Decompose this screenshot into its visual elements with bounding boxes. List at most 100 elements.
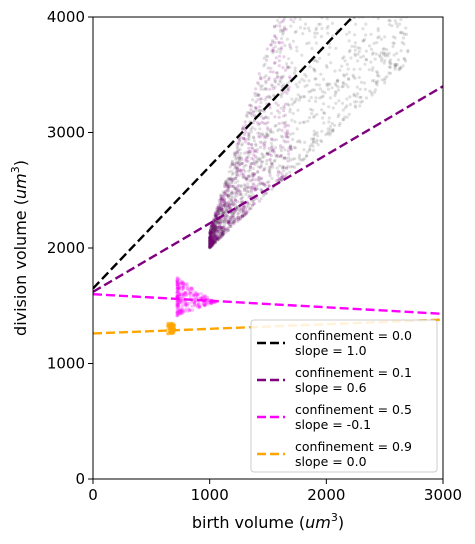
data-point xyxy=(334,46,338,51)
data-point xyxy=(210,237,214,241)
data-point xyxy=(222,228,226,232)
data-point xyxy=(222,200,227,204)
data-point xyxy=(209,230,213,234)
data-point xyxy=(311,88,315,92)
data-point xyxy=(208,237,212,241)
data-point xyxy=(212,238,216,242)
data-point xyxy=(208,234,212,238)
data-point xyxy=(276,103,280,107)
data-point xyxy=(321,94,325,98)
data-point xyxy=(398,65,402,69)
data-point xyxy=(225,183,229,188)
data-point xyxy=(266,128,270,132)
data-point xyxy=(215,234,219,238)
data-point xyxy=(205,295,210,300)
data-point xyxy=(340,12,343,15)
data-point xyxy=(285,172,289,176)
data-point xyxy=(363,87,367,91)
data-point xyxy=(175,292,179,296)
data-point xyxy=(263,144,267,148)
data-point xyxy=(280,178,284,182)
data-point xyxy=(382,61,386,65)
data-point xyxy=(286,131,290,135)
data-point xyxy=(244,177,248,181)
data-point xyxy=(212,220,216,224)
data-point xyxy=(226,200,230,204)
data-point xyxy=(326,87,331,91)
data-point xyxy=(175,295,179,299)
data-point xyxy=(400,0,403,2)
data-point xyxy=(216,234,220,238)
data-point xyxy=(263,135,267,139)
data-point xyxy=(389,58,393,62)
data-point xyxy=(183,309,187,313)
data-point xyxy=(227,184,231,188)
data-point xyxy=(397,22,402,26)
data-point xyxy=(209,237,214,241)
data-point xyxy=(195,294,199,298)
data-point xyxy=(400,40,404,45)
data-point xyxy=(214,214,219,218)
data-point xyxy=(228,206,232,210)
data-point xyxy=(341,1,344,4)
data-point xyxy=(236,144,240,148)
data-point xyxy=(257,134,261,139)
data-point xyxy=(275,74,280,78)
data-point xyxy=(210,240,214,245)
x-axis-label: birth volume (um3) xyxy=(192,511,344,532)
data-point xyxy=(320,129,324,133)
data-point xyxy=(293,30,297,34)
data-point xyxy=(222,225,226,229)
data-point xyxy=(237,211,241,215)
data-point xyxy=(263,166,267,170)
data-point xyxy=(180,309,184,313)
data-point xyxy=(301,31,305,36)
data-point xyxy=(220,232,224,236)
data-point xyxy=(176,303,180,308)
data-point xyxy=(376,17,380,21)
data-point xyxy=(177,301,181,305)
data-point xyxy=(220,197,224,201)
data-point xyxy=(281,74,285,78)
data-point xyxy=(242,213,247,217)
data-point xyxy=(212,231,216,235)
data-point xyxy=(295,127,299,131)
data-point xyxy=(226,194,230,198)
data-point xyxy=(211,227,215,231)
data-point xyxy=(220,219,224,223)
data-point xyxy=(251,135,255,139)
data-point xyxy=(286,88,290,92)
data-point xyxy=(216,221,221,225)
data-point xyxy=(331,129,335,133)
data-point xyxy=(213,240,217,244)
data-point xyxy=(242,164,246,169)
data-point xyxy=(209,238,213,242)
data-point xyxy=(224,183,229,187)
data-point xyxy=(247,134,251,138)
data-point xyxy=(215,237,219,241)
data-point xyxy=(330,3,333,6)
data-point xyxy=(233,195,237,199)
data-point xyxy=(209,239,213,243)
data-point xyxy=(219,235,223,239)
data-point xyxy=(224,201,228,205)
data-point xyxy=(280,20,284,24)
data-point xyxy=(208,242,212,246)
data-point xyxy=(166,326,170,330)
data-point xyxy=(275,50,279,54)
data-point xyxy=(340,64,344,68)
data-point xyxy=(180,307,185,311)
data-point xyxy=(395,24,400,29)
data-point xyxy=(282,25,287,29)
data-point xyxy=(269,127,273,131)
data-point xyxy=(220,226,224,230)
data-point xyxy=(310,0,313,3)
data-point xyxy=(213,224,217,228)
data-point xyxy=(230,181,234,185)
data-point xyxy=(320,95,324,99)
data-point xyxy=(209,239,213,243)
data-point xyxy=(293,146,298,150)
data-point xyxy=(255,187,259,191)
data-point xyxy=(175,282,179,286)
data-point xyxy=(218,207,222,211)
